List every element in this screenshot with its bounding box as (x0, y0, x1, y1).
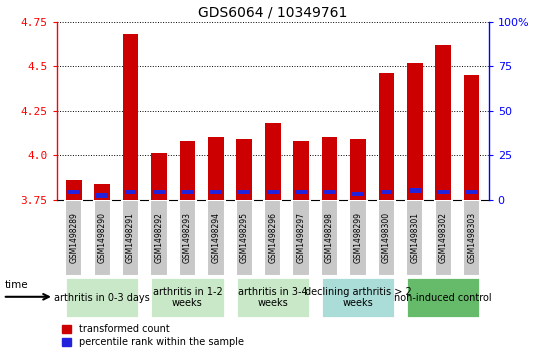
Bar (181, 190, 193, 194)
Bar (150, 200, 168, 276)
Text: GSM1498296: GSM1498296 (268, 212, 277, 263)
Bar (180, 141, 195, 200)
Bar (264, 200, 281, 276)
Bar (293, 200, 310, 276)
Bar (349, 200, 367, 276)
Bar (237, 139, 252, 200)
Text: arthritis in 3-4
weeks: arthritis in 3-4 weeks (238, 287, 307, 309)
Bar (65, 200, 83, 276)
Bar (153, 190, 165, 194)
Bar (151, 154, 167, 200)
Bar (123, 34, 138, 200)
Bar (407, 63, 423, 200)
Bar (235, 277, 310, 318)
Bar (68, 190, 79, 194)
Bar (321, 277, 395, 318)
Bar (406, 200, 423, 276)
Bar (435, 45, 451, 200)
Bar (321, 200, 338, 276)
Bar (93, 200, 111, 276)
Text: GSM1498291: GSM1498291 (126, 212, 135, 263)
Bar (125, 190, 137, 194)
Text: GSM1498289: GSM1498289 (69, 212, 78, 263)
Text: GSM1498297: GSM1498297 (296, 212, 306, 263)
Bar (295, 190, 307, 194)
Bar (381, 190, 392, 194)
Bar (293, 141, 309, 200)
Text: time: time (4, 280, 28, 290)
Bar (265, 123, 280, 200)
Bar (379, 73, 394, 200)
Bar (267, 190, 279, 194)
Text: GSM1498298: GSM1498298 (325, 212, 334, 263)
Title: GDS6064 / 10349761: GDS6064 / 10349761 (198, 5, 347, 19)
Text: GSM1498300: GSM1498300 (382, 212, 391, 263)
Bar (208, 138, 224, 200)
Bar (464, 75, 480, 200)
Bar (235, 200, 253, 276)
Text: GSM1498294: GSM1498294 (211, 212, 220, 263)
Bar (207, 200, 225, 276)
Text: declining arthritis > 2
weeks: declining arthritis > 2 weeks (305, 287, 411, 309)
Text: arthritis in 0-3 days: arthritis in 0-3 days (55, 293, 150, 303)
Text: GSM1498303: GSM1498303 (467, 212, 476, 263)
Bar (350, 139, 366, 200)
Bar (239, 190, 250, 194)
Bar (352, 192, 364, 196)
Bar (406, 277, 480, 318)
Bar (409, 188, 421, 192)
Text: GSM1498302: GSM1498302 (438, 212, 448, 263)
Bar (65, 277, 139, 318)
Text: GSM1498290: GSM1498290 (98, 212, 107, 263)
Bar (463, 200, 480, 276)
Bar (96, 193, 108, 198)
Bar (437, 190, 449, 194)
Bar (150, 277, 225, 318)
Text: GSM1498292: GSM1498292 (154, 212, 164, 263)
Text: non-induced control: non-induced control (394, 293, 492, 303)
Bar (377, 200, 395, 276)
Bar (322, 138, 338, 200)
Text: GSM1498301: GSM1498301 (410, 212, 419, 263)
Bar (66, 180, 82, 200)
Text: GSM1498293: GSM1498293 (183, 212, 192, 263)
Bar (210, 190, 222, 194)
Legend: transformed count, percentile rank within the sample: transformed count, percentile rank withi… (62, 324, 244, 347)
Text: GSM1498295: GSM1498295 (240, 212, 249, 263)
Bar (122, 200, 139, 276)
Text: GSM1498299: GSM1498299 (354, 212, 362, 263)
Bar (323, 190, 335, 194)
Bar (435, 200, 452, 276)
Bar (179, 200, 196, 276)
Text: arthritis in 1-2
weeks: arthritis in 1-2 weeks (153, 287, 222, 309)
Bar (94, 184, 110, 200)
Bar (466, 190, 477, 194)
